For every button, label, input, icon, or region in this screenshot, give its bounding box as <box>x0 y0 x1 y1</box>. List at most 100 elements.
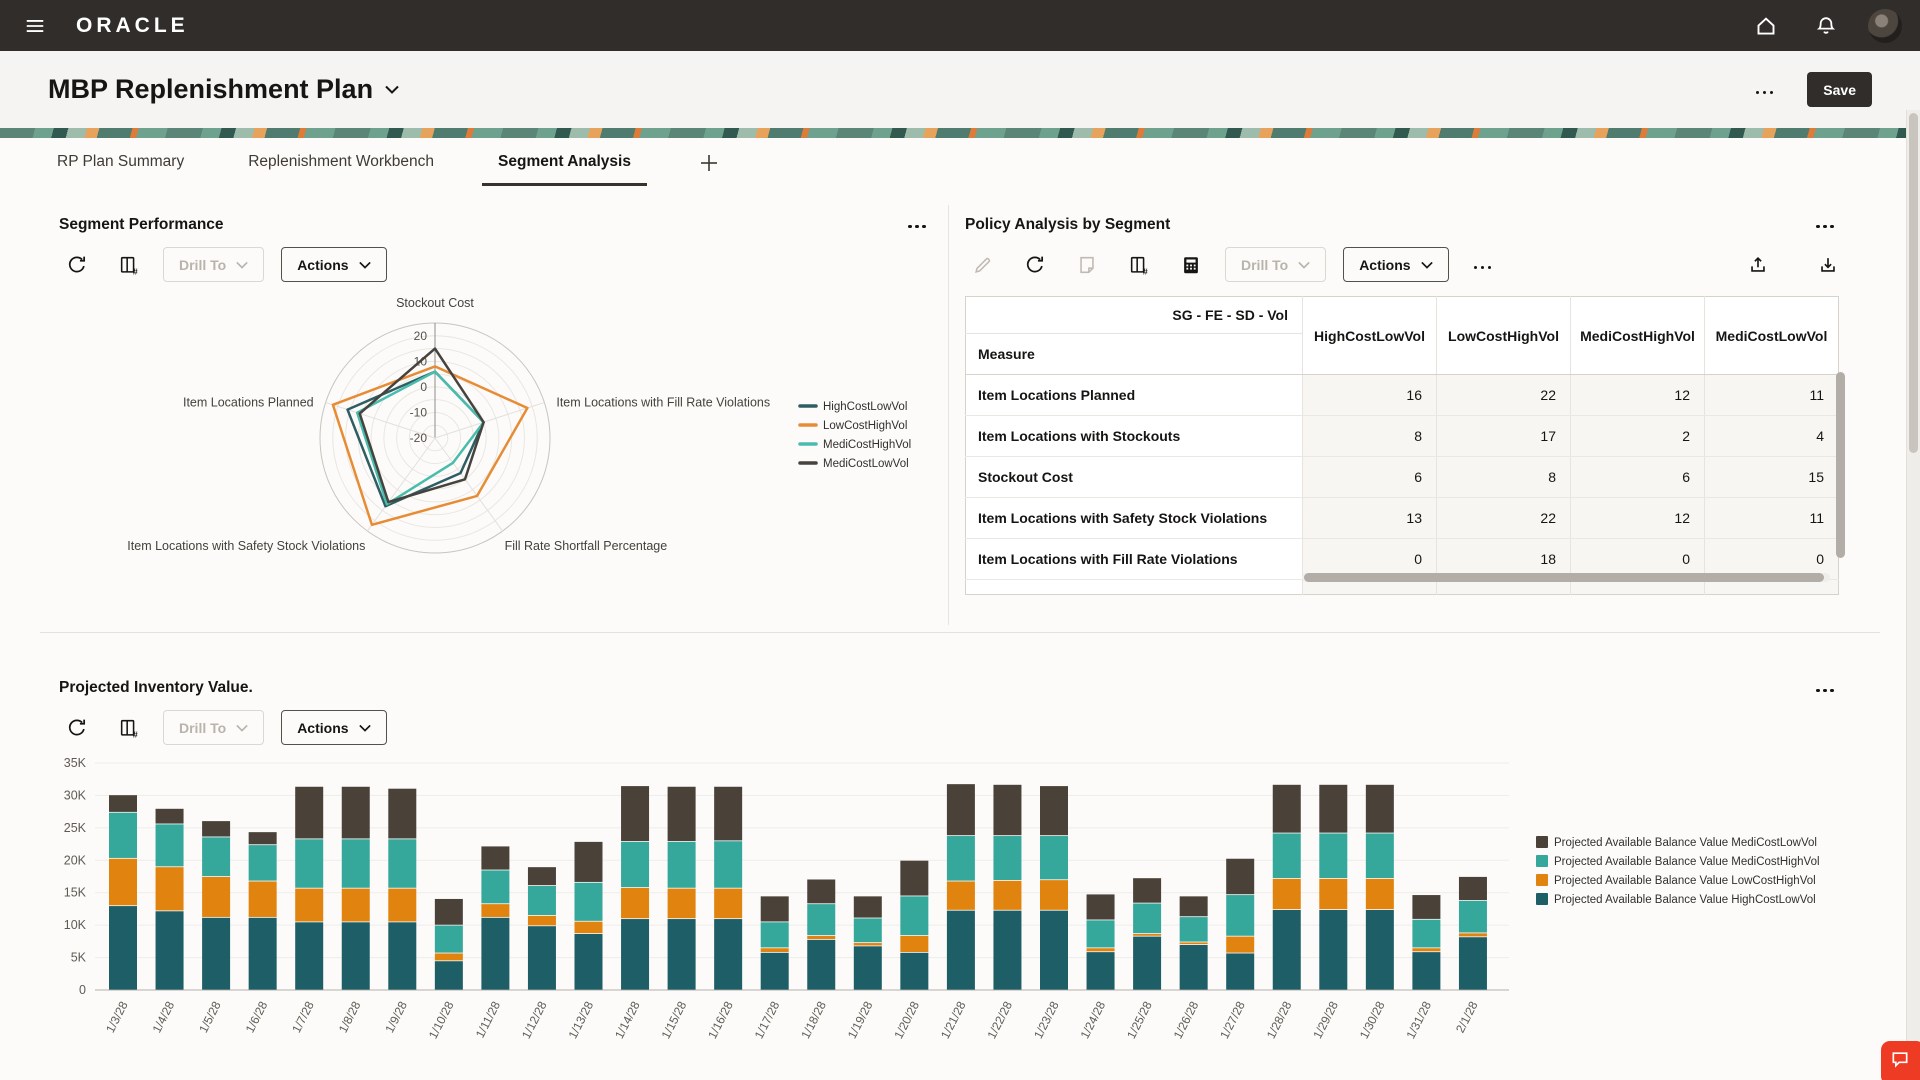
chevron-down-icon <box>1420 261 1433 269</box>
value-cell[interactable]: 11 <box>1704 374 1839 416</box>
value-cell[interactable]: 6 <box>1302 456 1437 498</box>
value-cell[interactable]: 12 <box>1570 374 1705 416</box>
refresh-glyph <box>68 718 85 735</box>
ellipsis-icon <box>1816 224 1834 228</box>
upload-export-icon[interactable] <box>1740 247 1775 282</box>
svg-text:Projected Available Balance Va: Projected Available Balance Value MediCo… <box>1554 856 1820 868</box>
drill-to-label: Drill To <box>179 256 227 273</box>
svg-text:#: # <box>132 266 137 275</box>
svg-text:-10: -10 <box>410 405 428 419</box>
segment-performance-overflow-icon[interactable] <box>900 208 934 239</box>
refresh-icon[interactable] <box>1017 247 1052 282</box>
value-cell[interactable]: 11 <box>1704 497 1839 539</box>
value-cell[interactable]: 4 <box>1704 415 1839 457</box>
measure-cell[interactable]: Item Locations with Fill Rate Violations <box>965 538 1303 580</box>
open-report-hash-icon[interactable]: # <box>1121 247 1156 282</box>
policy-analysis-overflow-icon[interactable] <box>1808 208 1842 239</box>
value-cell[interactable]: 6 <box>1570 456 1705 498</box>
svg-text:Stockout Cost: Stockout Cost <box>396 296 474 310</box>
toolbar-overflow-icon[interactable] <box>1466 249 1500 280</box>
svg-text:1/22/28: 1/22/28 <box>984 999 1015 1041</box>
open-report-hash-icon[interactable]: # <box>111 710 146 745</box>
section-divider <box>40 632 1880 633</box>
page-overflow-menu-icon[interactable] <box>1748 74 1782 105</box>
refresh-icon[interactable] <box>59 247 94 282</box>
notifications-bell-icon[interactable] <box>1808 8 1844 44</box>
table-row: Stockout Cost 6 8 6 15 <box>965 456 1839 498</box>
value-cell[interactable]: 13 <box>1302 497 1437 539</box>
download-icon[interactable] <box>1810 247 1845 282</box>
svg-text:#: # <box>132 729 137 738</box>
drill-to-button[interactable]: Drill To <box>163 247 265 282</box>
calculator-icon[interactable] <box>1173 247 1208 282</box>
value-cell[interactable]: 22 <box>1436 497 1571 539</box>
value-cell[interactable]: 16 <box>1302 374 1437 416</box>
measure-cell[interactable]: Item Locations Planned <box>965 374 1303 416</box>
svg-text:1/4/28: 1/4/28 <box>150 999 178 1035</box>
policy-table-container: SG - FE - SD - Vol HighCostLowVol LowCostH… <box>965 296 1846 595</box>
svg-text:1/26/28: 1/26/28 <box>1171 999 1202 1041</box>
tab-replenishment-workbench[interactable]: Replenishment Workbench <box>232 153 450 186</box>
svg-text:1/28/28: 1/28/28 <box>1264 999 1295 1041</box>
svg-text:1/9/28: 1/9/28 <box>382 999 410 1035</box>
value-cell[interactable]: 8 <box>1302 415 1437 457</box>
svg-text:1/3/28: 1/3/28 <box>103 999 131 1035</box>
value-cell[interactable]: 2 <box>1570 415 1705 457</box>
policy-analysis-toolbar: # Drill To Actions <box>965 247 1845 282</box>
value-cell[interactable]: 17 <box>1436 415 1571 457</box>
projected-inventory-overflow-icon[interactable] <box>1808 672 1842 703</box>
svg-text:0: 0 <box>79 983 86 997</box>
horizontal-scroll-thumb[interactable] <box>1304 573 1824 582</box>
table-column-header: MediCostLowVol <box>1704 296 1839 375</box>
value-cell[interactable]: 15 <box>1704 456 1839 498</box>
svg-text:5K: 5K <box>71 951 87 965</box>
svg-text:Item Locations with Fill Rate: Item Locations with Fill Rate Violations <box>556 395 770 409</box>
value-cell[interactable]: 8 <box>1436 456 1571 498</box>
actions-button[interactable]: Actions <box>281 710 387 745</box>
plus-icon <box>700 155 717 171</box>
user-avatar[interactable] <box>1868 8 1902 43</box>
measure-cell[interactable]: Item Locations with Safety Stock Violati… <box>965 497 1303 539</box>
page-scrollbar <box>1906 110 1920 1080</box>
annotate-note-icon[interactable] <box>1069 247 1104 282</box>
ellipsis-icon <box>908 224 926 228</box>
svg-text:1/8/28: 1/8/28 <box>336 999 364 1035</box>
save-button[interactable]: Save <box>1807 72 1872 107</box>
feedback-chat-button[interactable] <box>1881 1041 1920 1080</box>
svg-text:1/5/28: 1/5/28 <box>196 999 224 1035</box>
table-row: Item Locations with Stockouts 8 17 2 4 <box>965 415 1839 457</box>
svg-text:1/27/28: 1/27/28 <box>1217 999 1248 1041</box>
measure-cell[interactable]: Stockout Cost <box>965 456 1303 498</box>
value-cell[interactable]: 22 <box>1436 374 1571 416</box>
hamburger-menu-icon[interactable] <box>18 9 52 43</box>
refresh-icon[interactable] <box>59 710 94 745</box>
note-glyph <box>1079 256 1094 273</box>
svg-text:1/7/28: 1/7/28 <box>289 999 317 1035</box>
open-report-hash-icon[interactable]: # <box>111 247 146 282</box>
svg-text:1/16/28: 1/16/28 <box>705 999 736 1041</box>
global-header: ORACLE <box>0 0 1920 51</box>
add-tab-button[interactable] <box>693 153 725 176</box>
vertical-scroll-thumb[interactable] <box>1836 372 1845 558</box>
actions-button[interactable]: Actions <box>281 247 387 282</box>
edit-pencil-icon[interactable] <box>965 247 1000 282</box>
drill-to-button[interactable]: Drill To <box>1225 247 1327 282</box>
actions-button[interactable]: Actions <box>1343 247 1449 282</box>
svg-text:1/12/28: 1/12/28 <box>519 999 550 1041</box>
report-glyph: # <box>1130 256 1147 276</box>
bar-chart[interactable]: 0 5K 10K 15K 20K 25K 30K 35K 1/3/28 1/4/28 1/5/28 1… <box>40 752 1880 1074</box>
svg-text:1/6/28: 1/6/28 <box>243 999 271 1035</box>
svg-text:20: 20 <box>414 329 428 343</box>
measure-cell[interactable]: Item Locations with Stockouts <box>965 415 1303 457</box>
tab-rp-plan-summary[interactable]: RP Plan Summary <box>41 153 200 186</box>
drill-to-button[interactable]: Drill To <box>163 710 265 745</box>
svg-text:0: 0 <box>420 380 427 394</box>
hamburger-glyph <box>26 19 44 32</box>
page-scroll-thumb[interactable] <box>1909 113 1918 453</box>
page-title[interactable]: MBP Replenishment Plan <box>48 74 399 105</box>
value-cell[interactable]: 12 <box>1570 497 1705 539</box>
tab-segment-analysis[interactable]: Segment Analysis <box>482 153 647 186</box>
home-icon[interactable] <box>1748 8 1784 44</box>
